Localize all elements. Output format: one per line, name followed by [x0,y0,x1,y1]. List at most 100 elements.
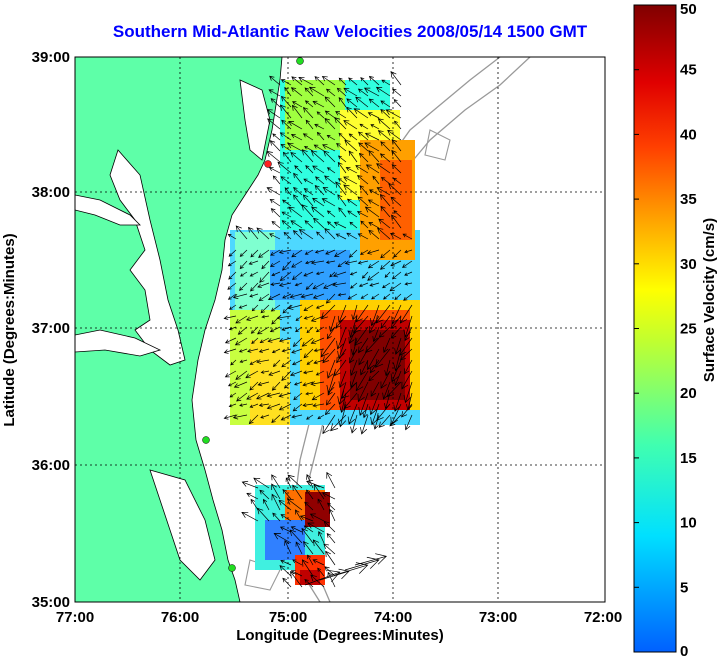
velocity-arrow [298,229,314,240]
colorbar-tick-label: 20 [680,385,697,402]
velocity-arrow [327,221,336,229]
velocity-arrow [271,493,281,511]
velocity-arrow [390,260,402,267]
velocity-arrow [290,134,303,141]
velocity-arrow [236,392,248,402]
velocity-arrow [302,107,314,119]
velocity-arrow [314,249,325,254]
velocity-arrow [377,130,391,141]
velocity-arrow [258,348,270,353]
velocity-arrow [404,359,413,375]
velocity-arrow [287,474,303,489]
velocity-arrow [238,348,248,353]
velocity-arrow [370,381,380,397]
velocity-arrow [282,293,292,299]
velocity-arrow [281,220,292,229]
velocity-arrow [355,370,369,392]
velocity-arrow [345,166,358,174]
radar-site-marker [264,160,272,168]
velocity-arrow [326,326,336,340]
velocity-arrow [270,98,281,108]
velocity-arrow [290,220,303,229]
velocity-arrow [320,337,336,358]
velocity-arrow [350,282,358,289]
velocity-arrow [280,79,292,86]
velocity-arrow [269,140,281,152]
velocity-arrow [355,96,369,108]
velocity-arrow [325,260,336,264]
velocity-arrow [312,197,325,207]
velocity-arrow [354,553,387,566]
velocity-arrow [383,293,391,300]
velocity-arrow [338,97,347,108]
velocity-arrow [248,226,259,240]
velocity-arrow [232,293,248,300]
colorbar-tick-label: 15 [680,450,697,467]
velocity-arrow [392,88,402,97]
velocity-arrow [336,87,347,97]
velocity-arrow [304,220,314,229]
velocity-arrow [228,403,237,408]
velocity-arrow [280,95,292,108]
velocity-arrow [279,565,292,577]
velocity-arrow [310,150,325,163]
velocity-arrow [239,260,248,270]
velocity-arrow [357,131,369,141]
velocity-arrow [273,533,292,544]
velocity-arrow [326,533,336,544]
velocity-arrow [357,233,369,240]
velocity-arrow [279,132,292,141]
velocity-arrow [349,348,358,364]
velocity-arrow [360,414,369,435]
velocity-arrow [332,271,347,278]
velocity-arrow [241,511,259,522]
velocity-arrow [375,86,391,97]
velocity-arrow [344,260,358,265]
velocity-arrow [399,348,413,361]
velocity-arrow [367,348,380,371]
velocity-arrow [312,282,325,290]
velocity-arrow [390,359,402,383]
colorbar: 0 5 10 15 20 25 30 35 40 45 50 Surface Velocity (c… [633,1,718,659]
velocity-arrow [348,77,358,86]
velocity-arrow [318,531,325,544]
velocity-arrow [282,260,292,271]
colorbar-tick-label: 50 [680,1,697,18]
velocity-arrow [256,392,270,400]
velocity-arrow [338,77,347,86]
velocity-arrow [343,87,358,97]
velocity-arrow [285,477,292,489]
velocity-arrow [357,381,369,403]
velocity-arrow [360,249,369,255]
velocity-arrow [380,176,391,185]
velocity-arrow [272,175,281,185]
velocity-arrow [363,87,380,97]
velocity-arrow [307,554,314,566]
velocity-arrow [364,142,380,152]
velocity-arrow [315,271,325,275]
velocity-arrow [278,282,292,288]
velocity-arrow [238,304,248,309]
velocity-arrow [313,359,325,365]
velocity-arrow [387,129,402,141]
velocity-arrow [294,165,303,174]
y-tick: 38:00 [32,184,70,201]
velocity-arrow [324,117,336,130]
velocity-arrow [259,271,270,283]
velocity-arrow [303,304,314,311]
velocity-arrow [266,403,281,410]
velocity-arrow [303,188,314,196]
velocity-arrow [393,249,402,258]
velocity-arrow [246,392,259,400]
velocity-arrow [229,392,237,398]
velocity-arrow [246,315,259,321]
velocity-arrow [241,480,259,489]
velocity-arrow [326,370,336,394]
velocity-arrow [256,227,270,240]
velocity-arrow [335,181,347,196]
colorbar-label: Surface Velocity (cm/s) [701,218,718,382]
velocity-arrow [404,282,413,286]
velocity-arrow [335,233,347,240]
velocity-arrow [228,271,237,280]
velocity-arrow [293,187,303,196]
